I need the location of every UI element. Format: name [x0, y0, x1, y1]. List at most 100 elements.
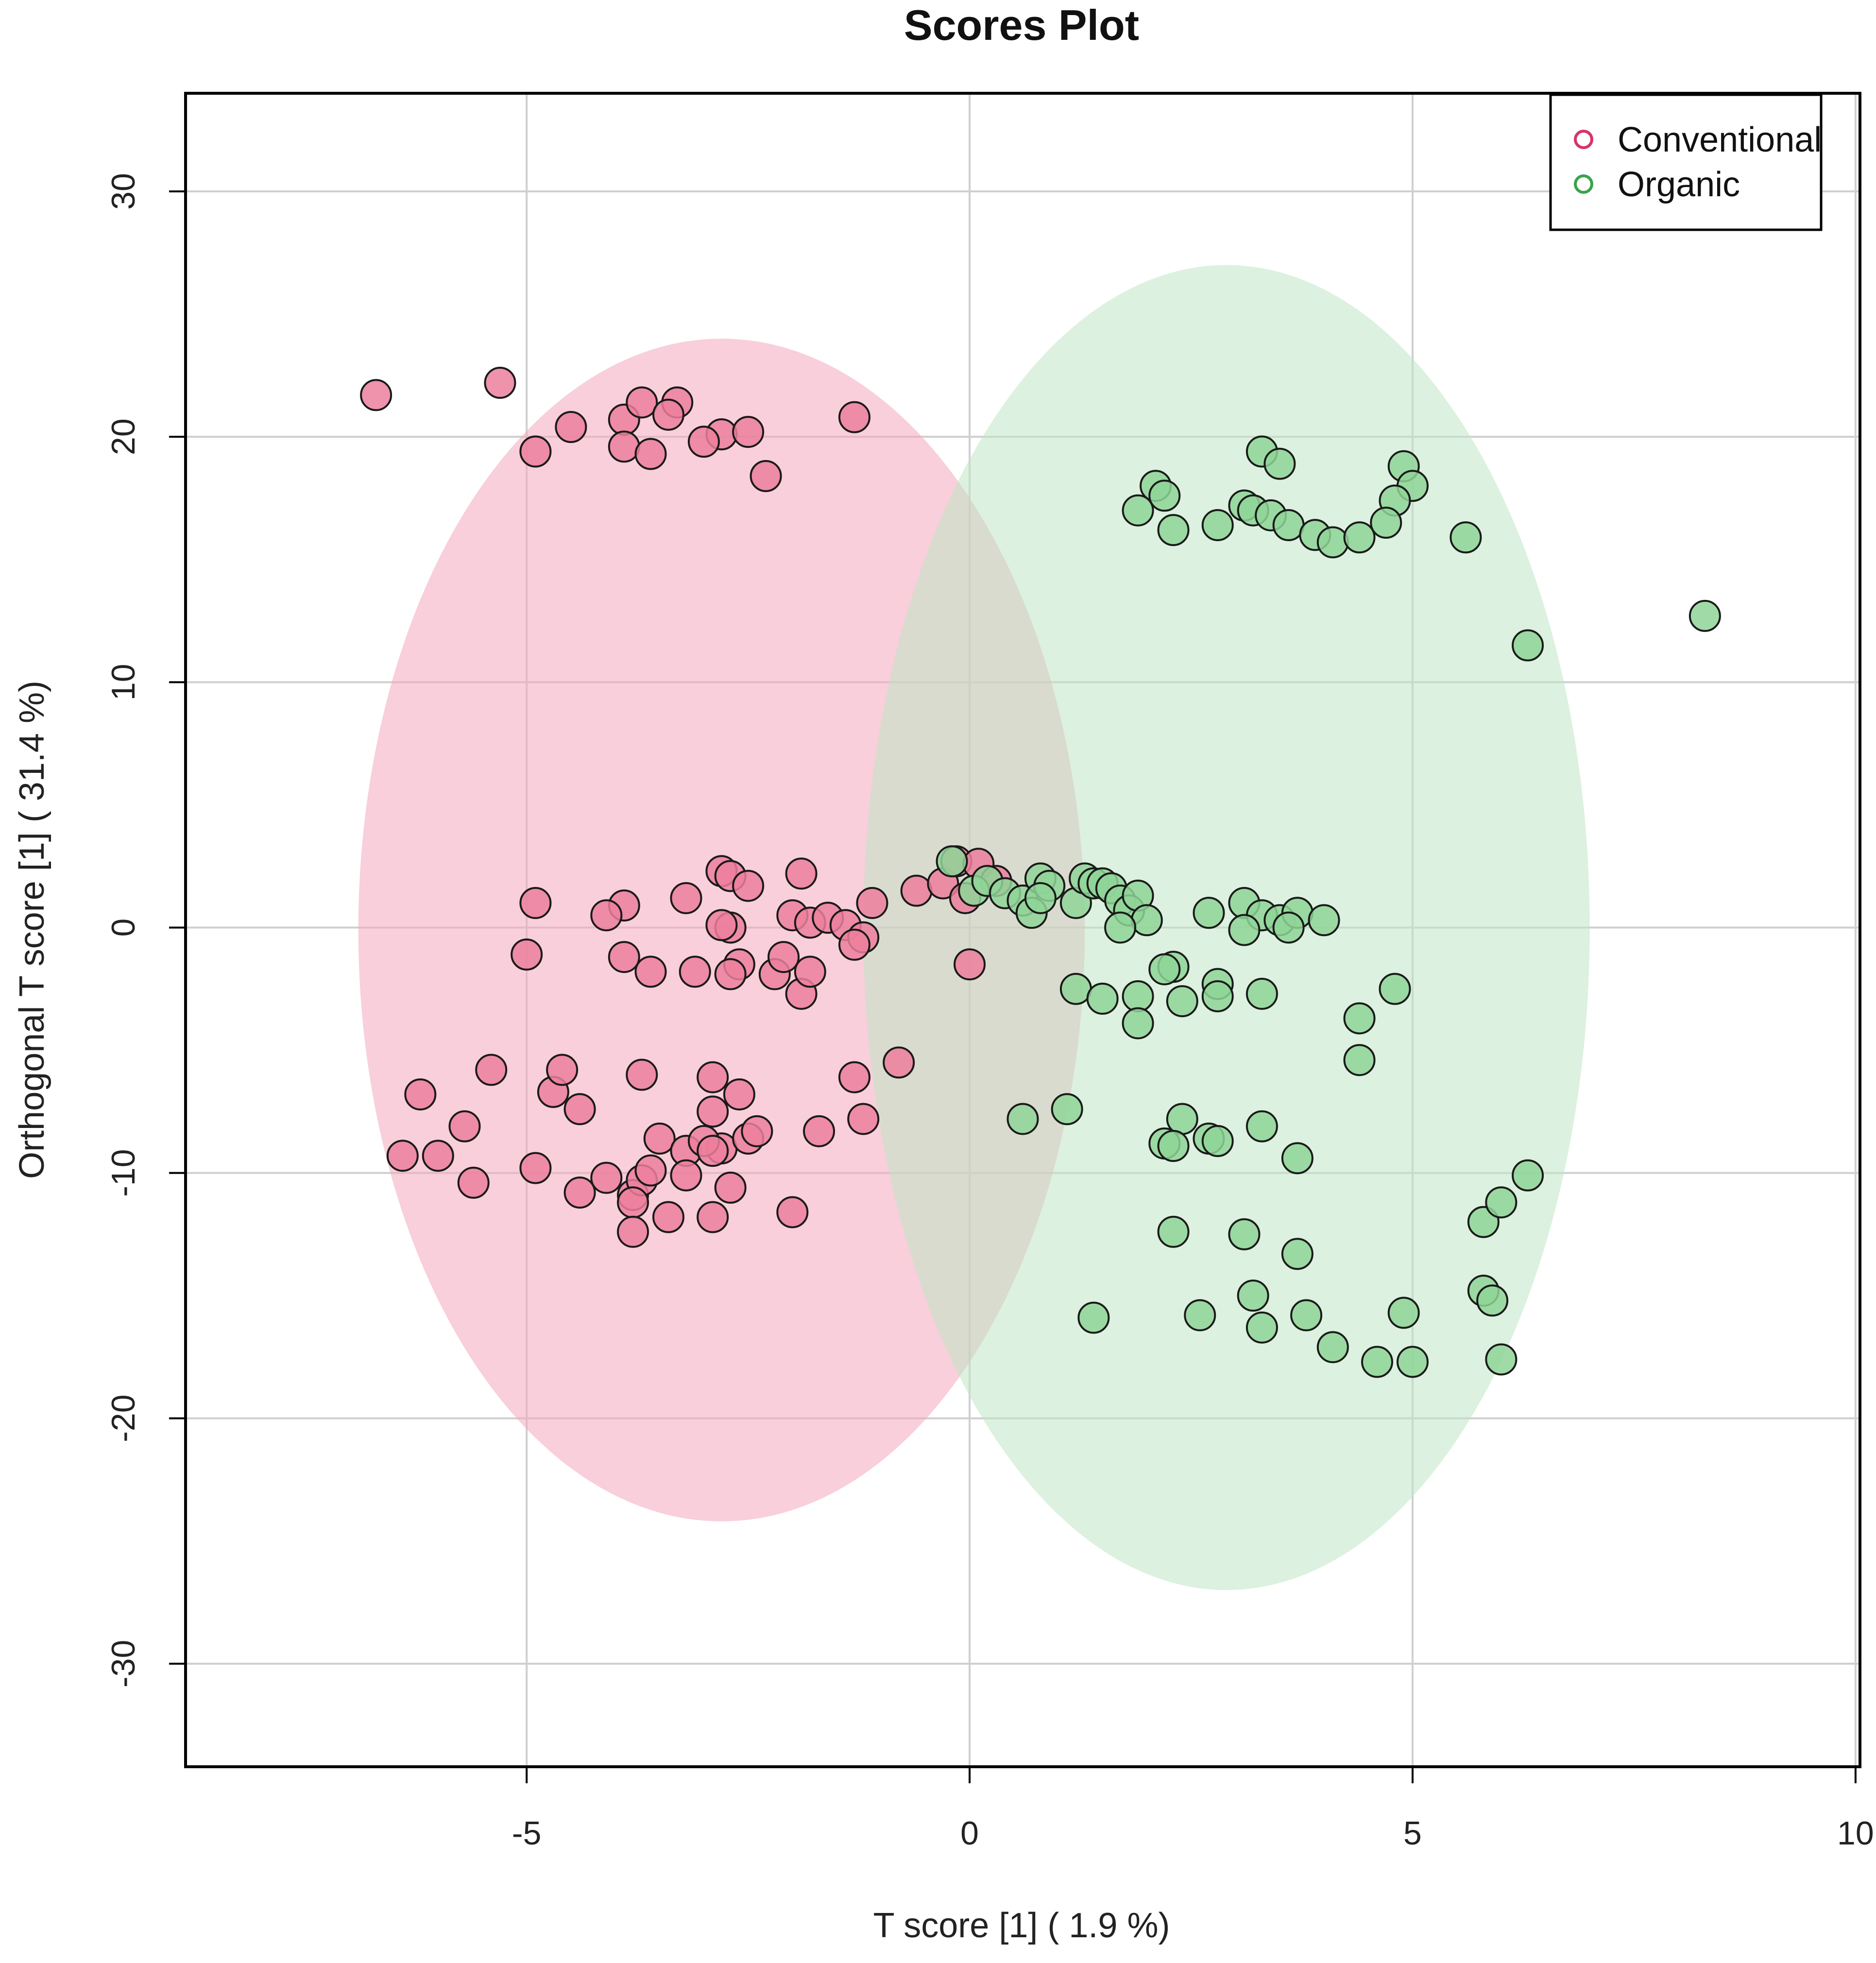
data-point-conventional	[785, 857, 818, 890]
data-point-conventional	[519, 435, 552, 468]
data-point-organic	[1316, 1331, 1349, 1364]
data-point-organic	[1272, 509, 1305, 542]
data-point-organic	[1343, 1044, 1376, 1076]
data-point-organic	[1316, 526, 1349, 559]
data-point-organic	[1086, 982, 1119, 1015]
data-point-conventional	[838, 401, 870, 433]
data-point-conventional	[767, 941, 800, 973]
data-point-organic	[1051, 1093, 1083, 1126]
data-point-organic	[1485, 1343, 1518, 1376]
y-tick-label: 10	[105, 664, 142, 700]
x-tick-label: 5	[1403, 1815, 1422, 1852]
data-point-conventional	[634, 1154, 667, 1187]
data-point-conventional	[652, 398, 684, 431]
data-point-conventional	[838, 928, 870, 961]
data-point-conventional	[617, 1186, 649, 1219]
y-tick-label: 0	[105, 919, 142, 937]
data-point-organic	[1122, 494, 1154, 527]
data-point-conventional	[626, 386, 658, 419]
data-point-organic	[1379, 973, 1411, 1005]
x-tick-label: 0	[960, 1815, 979, 1852]
data-point-conventional	[679, 956, 711, 988]
data-point-organic	[1184, 1299, 1216, 1331]
data-point-organic	[1272, 911, 1305, 944]
y-tick-label: 20	[105, 418, 142, 455]
data-point-conventional	[883, 1046, 915, 1079]
data-point-organic	[1024, 882, 1057, 914]
data-point-conventional	[652, 1201, 684, 1233]
data-point-conventional	[670, 882, 702, 914]
data-point-organic	[1006, 1103, 1039, 1135]
x-axis: -5 0 5 10	[512, 1767, 1874, 1852]
legend-marker-conventional	[1574, 130, 1593, 149]
data-point-conventional	[608, 430, 640, 463]
y-tick-label: -10	[105, 1149, 142, 1196]
data-point-conventional	[563, 1176, 596, 1209]
plot-frame	[184, 92, 1861, 1768]
legend-box	[1549, 93, 1823, 231]
data-point-organic	[1281, 1142, 1313, 1175]
data-point-organic	[1122, 980, 1154, 1012]
data-point-organic	[1476, 1284, 1509, 1317]
data-point-conventional	[484, 367, 516, 399]
data-point-conventional	[732, 416, 765, 448]
data-point-conventional	[856, 887, 888, 919]
data-point-conventional	[900, 874, 933, 907]
data-point-conventional	[723, 1078, 755, 1110]
data-point-organic	[1157, 1215, 1190, 1248]
data-point-organic	[1245, 1110, 1278, 1143]
y-axis-label: Orthogonal T score [1] ( 31.4 %)	[13, 681, 51, 1179]
data-point-organic	[1166, 985, 1198, 1017]
data-point-conventional	[741, 1115, 773, 1147]
data-point-conventional	[511, 939, 543, 971]
data-point-organic	[1157, 514, 1190, 546]
legend-label-organic: Organic	[1618, 165, 1740, 204]
data-point-organic	[1148, 479, 1181, 512]
data-point-conventional	[519, 1152, 552, 1184]
data-point-organic	[1130, 904, 1163, 937]
data-point-organic	[1059, 973, 1092, 1005]
confidence-ellipse-organic	[863, 265, 1590, 1590]
data-point-organic	[1245, 977, 1278, 1010]
legend-marker-organic	[1574, 174, 1593, 194]
data-point-conventional	[776, 1196, 809, 1229]
data-point-conventional	[519, 887, 552, 919]
data-point-organic	[1201, 980, 1234, 1012]
data-point-conventional	[697, 1061, 729, 1093]
data-point-conventional	[794, 956, 826, 988]
data-point-conventional	[360, 379, 392, 411]
data-point-organic	[1370, 506, 1402, 539]
x-tick-label: -5	[512, 1815, 541, 1852]
data-point-conventional	[705, 909, 738, 941]
data-point-organic	[1228, 1218, 1261, 1250]
data-point-conventional	[643, 1122, 676, 1155]
data-point-conventional	[954, 948, 986, 981]
data-point-conventional	[448, 1110, 481, 1143]
x-axis-label: T score [1] ( 1.9 %)	[873, 1906, 1170, 1945]
data-point-organic	[1485, 1186, 1518, 1219]
data-point-organic	[1343, 521, 1376, 554]
data-point-organic	[1122, 1007, 1154, 1040]
data-point-conventional	[626, 1058, 658, 1091]
data-point-organic	[1396, 1346, 1429, 1378]
data-point-organic	[1512, 1159, 1544, 1192]
data-point-conventional	[750, 460, 782, 493]
y-tick-label: -30	[105, 1640, 142, 1688]
data-point-conventional	[555, 410, 587, 443]
legend: Conventional Organic	[1549, 93, 1823, 231]
data-point-conventional	[687, 426, 720, 458]
data-point-conventional	[634, 956, 667, 988]
legend-label-conventional: Conventional	[1618, 120, 1822, 159]
data-point-conventional	[714, 1171, 747, 1204]
data-point-conventional	[803, 1115, 836, 1147]
data-point-organic	[1193, 897, 1225, 929]
y-tick-label: 30	[105, 173, 142, 210]
data-point-organic	[936, 845, 968, 878]
data-point-organic	[1263, 447, 1296, 480]
data-point-conventional	[838, 1061, 870, 1093]
data-point-organic	[1148, 953, 1181, 986]
data-point-conventional	[386, 1140, 419, 1172]
data-point-conventional	[457, 1166, 490, 1199]
data-point-organic	[1228, 914, 1261, 946]
